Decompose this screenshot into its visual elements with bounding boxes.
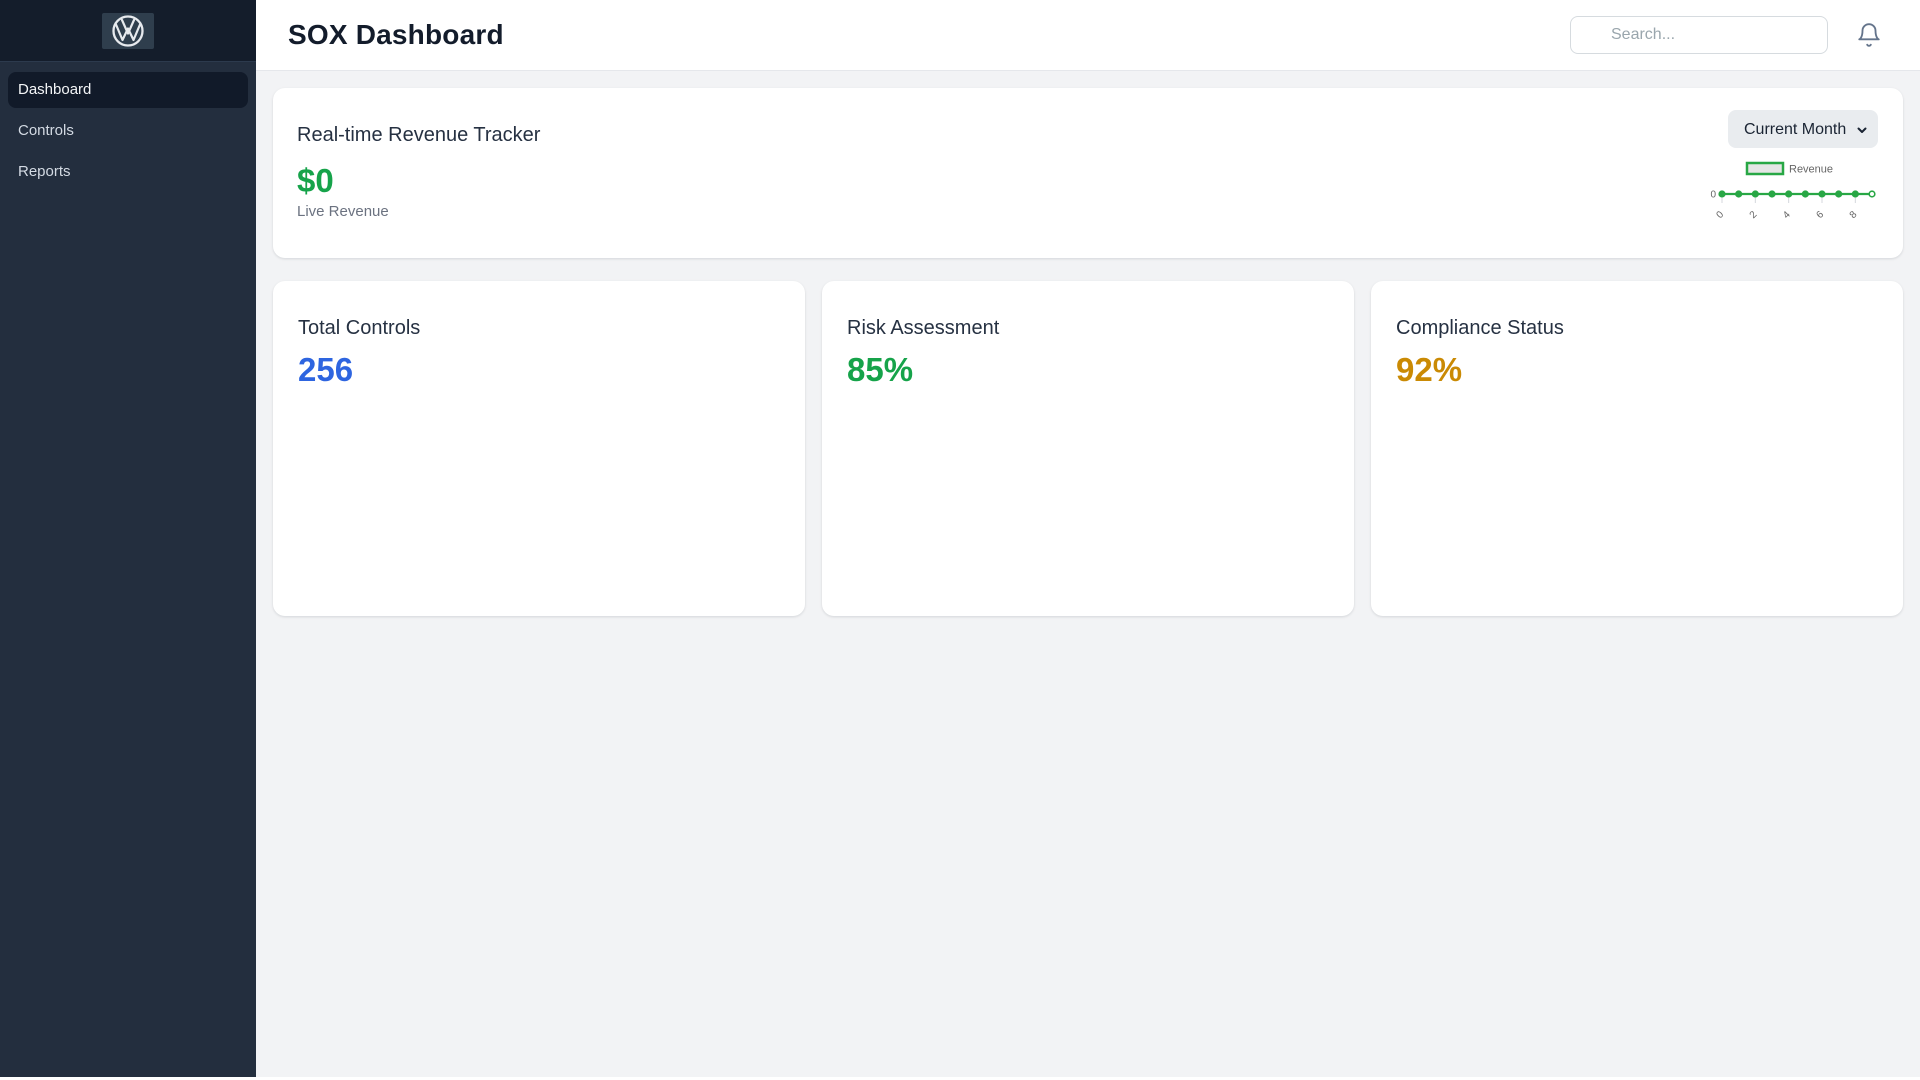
sidebar-nav: Dashboard Controls Reports [0,62,256,205]
period-select[interactable]: Current Month [1728,110,1878,148]
vw-logo-icon [102,12,154,49]
svg-text:6: 6 [1814,209,1826,221]
revenue-controls: Current Month Revenue 0 0 2 4 6 8 [1706,110,1878,240]
content-area: Real-time Revenue Tracker $0 Live Revenu… [256,71,1920,1077]
live-revenue-label: Live Revenue [297,203,389,220]
sidebar-item-reports[interactable]: Reports [18,163,71,180]
svg-text:2: 2 [1748,209,1760,221]
stat-value: 85% [847,351,914,388]
stats-row: Total Controls 256 Risk Assessment 85% C… [273,281,1903,616]
revenue-card-title: Real-time Revenue Tracker [297,124,541,146]
page-title: SOX Dashboard [288,19,504,50]
revenue-chart: Revenue 0 0 2 4 6 8 [1706,161,1878,228]
stat-value: 92% [1396,351,1463,388]
stat-card-risk-assessment: Risk Assessment 85% [822,281,1354,616]
svg-text:Revenue: Revenue [1789,164,1833,176]
svg-text:0: 0 [1710,190,1716,201]
header-actions [1570,16,1884,54]
sidebar-item-dashboard[interactable]: Dashboard [8,72,248,108]
svg-text:8: 8 [1848,209,1860,221]
stat-card-compliance-status: Compliance Status 92% [1371,281,1903,616]
top-header: SOX Dashboard [256,0,1920,71]
stat-title: Total Controls [298,317,421,339]
sidebar-item-controls[interactable]: Controls [18,122,74,139]
period-select-wrap: Current Month [1728,110,1878,148]
stat-title: Risk Assessment [847,317,1000,339]
stat-value: 256 [298,351,354,388]
revenue-tracker-card: Real-time Revenue Tracker $0 Live Revenu… [273,88,1903,258]
sidebar: Dashboard Controls Reports [0,0,256,1077]
sidebar-logo-band [0,0,256,62]
stat-card-total-controls: Total Controls 256 [273,281,805,616]
bell-icon [1856,22,1882,48]
revenue-summary: Real-time Revenue Tracker $0 Live Revenu… [297,110,540,240]
stat-title: Compliance Status [1396,317,1564,339]
live-revenue-value: $0 [297,162,334,199]
search-input[interactable] [1570,16,1828,54]
main-column: SOX Dashboard Real-time Revenue Trac [256,0,1920,1077]
svg-text:0: 0 [1714,209,1726,221]
svg-text:4: 4 [1781,209,1793,221]
notifications-button[interactable] [1854,20,1884,50]
